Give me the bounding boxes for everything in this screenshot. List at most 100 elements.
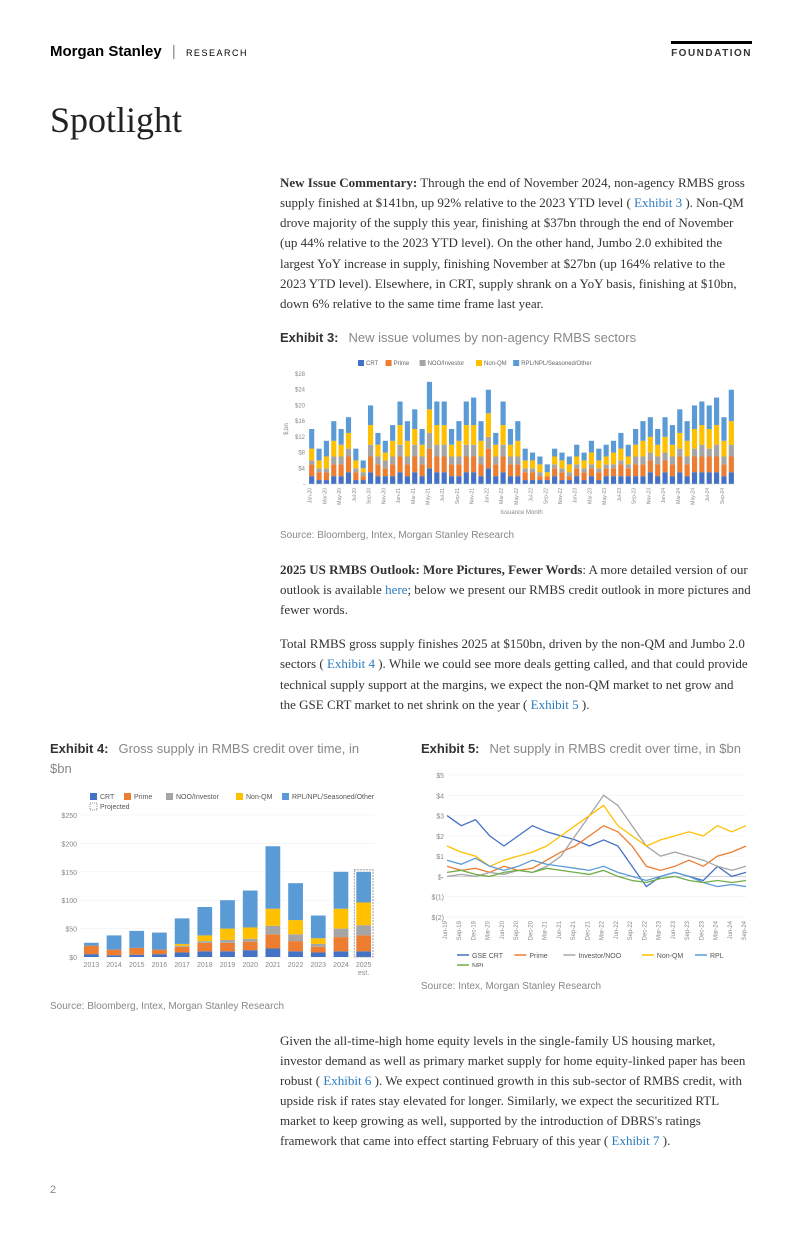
svg-text:Mar-23: Mar-23 bbox=[657, 920, 663, 940]
svg-text:Sep-21: Sep-21 bbox=[455, 488, 461, 504]
svg-text:Mar-23: Mar-23 bbox=[587, 488, 593, 504]
svg-text:2019: 2019 bbox=[220, 962, 236, 969]
link-here[interactable]: here bbox=[385, 582, 407, 597]
svg-text:CRT: CRT bbox=[100, 794, 115, 801]
link-exhibit-7[interactable]: Exhibit 7 bbox=[612, 1133, 660, 1148]
exhibit-3-num: Exhibit 3: bbox=[280, 330, 339, 345]
svg-text:$16: $16 bbox=[295, 419, 306, 425]
svg-text:May-24: May-24 bbox=[691, 488, 697, 505]
svg-text:RPL: RPL bbox=[710, 953, 724, 960]
exhibit-5-chart: $5$4$3$2$1$-$(1)$(2)Jun-19Sep-19Dec-19Ma… bbox=[421, 767, 751, 967]
svg-text:May-22: May-22 bbox=[514, 488, 520, 505]
svg-text:CRT: CRT bbox=[366, 361, 379, 367]
svg-text:Mar-24: Mar-24 bbox=[676, 488, 682, 504]
svg-text:Nov-20: Nov-20 bbox=[381, 488, 387, 504]
svg-text:Jun-21: Jun-21 bbox=[557, 920, 563, 939]
page-header: Morgan Stanley | RESEARCH FOUNDATION bbox=[50, 40, 752, 63]
svg-text:Investor/NOO: Investor/NOO bbox=[578, 953, 621, 960]
brand-name: Morgan Stanley bbox=[50, 43, 162, 60]
svg-text:Non-QM: Non-QM bbox=[246, 794, 273, 801]
svg-text:2016: 2016 bbox=[152, 962, 168, 969]
exhibit-4-source: Source: Bloomberg, Intex, Morgan Stanley… bbox=[50, 999, 381, 1015]
svg-text:2017: 2017 bbox=[174, 962, 190, 969]
svg-text:Jun-20: Jun-20 bbox=[500, 920, 506, 939]
svg-text:2025: 2025 bbox=[356, 962, 372, 969]
link-exhibit-3[interactable]: Exhibit 3 bbox=[634, 195, 682, 210]
svg-text:Mar-20: Mar-20 bbox=[486, 920, 492, 940]
svg-text:Mar-21: Mar-21 bbox=[543, 920, 549, 940]
svg-text:2024: 2024 bbox=[333, 962, 349, 969]
svg-text:Sep-22: Sep-22 bbox=[628, 920, 634, 940]
svg-text:Jul-23: Jul-23 bbox=[617, 488, 623, 502]
p1-t2: ). Non-QM drove majority of the supply t… bbox=[280, 195, 744, 311]
svg-text:$2: $2 bbox=[436, 834, 444, 841]
link-exhibit-4[interactable]: Exhibit 4 bbox=[327, 656, 375, 671]
svg-text:$5: $5 bbox=[436, 773, 444, 780]
svg-text:Sep-24: Sep-24 bbox=[742, 920, 748, 940]
svg-text:2023: 2023 bbox=[310, 962, 326, 969]
paragraph-outlook: 2025 US RMBS Outlook: More Pictures, Few… bbox=[280, 560, 752, 620]
exhibit-4-label: Exhibit 4:Gross supply in RMBS credit ov… bbox=[50, 739, 381, 779]
svg-text:Jun-23: Jun-23 bbox=[671, 920, 677, 939]
svg-text:NOO/Investor: NOO/Investor bbox=[428, 361, 465, 367]
exhibit-3-chart: CRTPrimeNOO/InvestorNon-QMRPL/NPL/Season… bbox=[280, 356, 752, 522]
svg-text:2021: 2021 bbox=[265, 962, 281, 969]
svg-text:Nov-21: Nov-21 bbox=[470, 488, 476, 504]
svg-text:Prime: Prime bbox=[134, 794, 152, 801]
svg-text:Issuance Month: Issuance Month bbox=[500, 510, 542, 516]
svg-text:Mar-21: Mar-21 bbox=[411, 488, 417, 504]
svg-text:Sep-21: Sep-21 bbox=[571, 920, 577, 940]
svg-text:RPL/NPL/Seasoned/Other: RPL/NPL/Seasoned/Other bbox=[521, 361, 591, 367]
svg-text:$28: $28 bbox=[295, 372, 306, 378]
svg-text:$,bn: $,bn bbox=[284, 423, 290, 435]
paragraph-equity: Given the all-time-high home equity leve… bbox=[280, 1031, 752, 1152]
exhibit-5-label: Exhibit 5:Net supply in RMBS credit over… bbox=[421, 739, 752, 759]
paragraph-commentary: New Issue Commentary: Through the end of… bbox=[280, 173, 752, 314]
exhibit-4-col: Exhibit 4:Gross supply in RMBS credit ov… bbox=[50, 729, 381, 1031]
svg-text:$1: $1 bbox=[436, 854, 444, 861]
svg-text:$4: $4 bbox=[298, 466, 305, 472]
svg-text:$8: $8 bbox=[298, 451, 305, 457]
two-column-exhibits: Exhibit 4:Gross supply in RMBS credit ov… bbox=[50, 729, 752, 1031]
svg-text:Jul-20: Jul-20 bbox=[352, 488, 358, 502]
svg-text:$0: $0 bbox=[69, 955, 77, 962]
link-exhibit-5[interactable]: Exhibit 5 bbox=[531, 697, 579, 712]
svg-text:$100: $100 bbox=[61, 898, 77, 905]
svg-text:2022: 2022 bbox=[288, 962, 304, 969]
svg-text:Jul-21: Jul-21 bbox=[440, 488, 446, 502]
svg-text:$250: $250 bbox=[61, 813, 77, 820]
brand-divider: | bbox=[172, 43, 176, 60]
svg-text:2013: 2013 bbox=[84, 962, 100, 969]
svg-text:$-: $- bbox=[438, 874, 445, 881]
svg-text:Sep-24: Sep-24 bbox=[720, 488, 726, 504]
svg-text:Prime: Prime bbox=[529, 953, 547, 960]
page-title: Spotlight bbox=[50, 93, 752, 149]
svg-text:2014: 2014 bbox=[106, 962, 122, 969]
exhibit-5-source: Source: Intex, Morgan Stanley Research bbox=[421, 979, 752, 995]
svg-text:NPL: NPL bbox=[472, 963, 486, 967]
svg-text:Jul-22: Jul-22 bbox=[529, 488, 535, 502]
svg-text:Sep-20: Sep-20 bbox=[514, 920, 520, 940]
svg-text:Jan-20: Jan-20 bbox=[308, 488, 314, 504]
svg-text:Jul-24: Jul-24 bbox=[705, 488, 711, 502]
svg-text:Jan-24: Jan-24 bbox=[661, 488, 667, 504]
svg-text:Dec-20: Dec-20 bbox=[528, 920, 534, 940]
svg-text:$50: $50 bbox=[65, 927, 77, 934]
exhibit-3-label: Exhibit 3:New issue volumes by non-agenc… bbox=[280, 328, 752, 348]
svg-text:Jun-22: Jun-22 bbox=[614, 920, 620, 939]
exhibit-5-num: Exhibit 5: bbox=[421, 741, 480, 756]
svg-text:Jun-19: Jun-19 bbox=[443, 920, 449, 939]
brand-block: Morgan Stanley | RESEARCH bbox=[50, 40, 248, 63]
svg-text:$12: $12 bbox=[295, 435, 306, 441]
research-label: RESEARCH bbox=[186, 48, 248, 58]
svg-text:Jan-23: Jan-23 bbox=[573, 488, 579, 504]
svg-text:Jun-24: Jun-24 bbox=[728, 920, 734, 939]
p2-lead: 2025 US RMBS Outlook: More Pictures, Few… bbox=[280, 562, 582, 577]
svg-text:$24: $24 bbox=[295, 388, 306, 394]
svg-text:Mar-20: Mar-20 bbox=[322, 488, 328, 504]
svg-text:Dec-22: Dec-22 bbox=[642, 920, 648, 940]
svg-text:Jan-22: Jan-22 bbox=[484, 488, 490, 504]
exhibit-5-col: Exhibit 5:Net supply in RMBS credit over… bbox=[421, 729, 752, 1031]
link-exhibit-6[interactable]: Exhibit 6 bbox=[323, 1073, 371, 1088]
svg-text:Sep-19: Sep-19 bbox=[457, 920, 463, 940]
